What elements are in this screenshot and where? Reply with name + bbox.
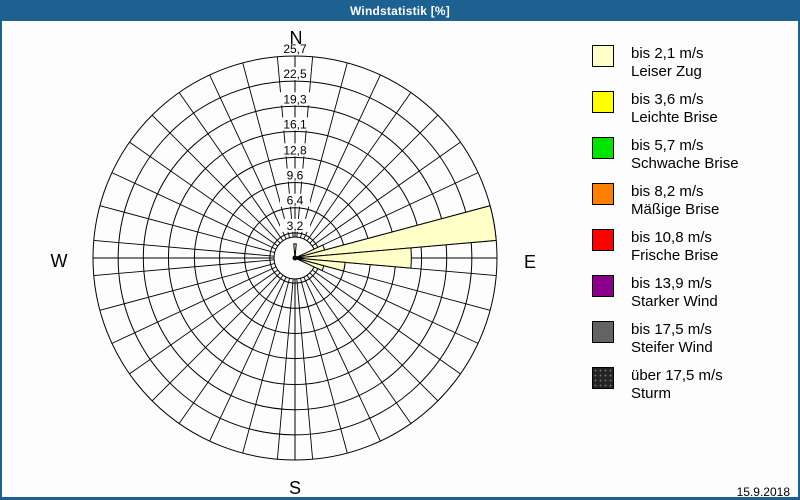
legend-speed-label: bis 5,7 m/s (631, 137, 704, 154)
grid-spoke (151, 272, 281, 402)
scale-label-bg (280, 67, 310, 81)
grid-spoke (306, 274, 412, 424)
legend-speed-label: bis 3,6 m/s (631, 91, 704, 108)
compass-label-west: W (50, 251, 68, 271)
legend-swatch-starker-wind (592, 275, 614, 297)
grid-spoke (242, 62, 290, 238)
legend-swatch-steifer-wind (592, 321, 614, 343)
grid-spoke (209, 276, 287, 442)
legend-item-starker-wind: bis 13,9 m/s Starker Wind (592, 275, 718, 311)
scale-label: 16,1 (283, 117, 307, 131)
legend-name-label: Leichte Brise (631, 109, 718, 126)
grid-spoke (303, 74, 381, 240)
legend-item-frische-brise: bis 10,8 m/s Frische Brise (592, 229, 719, 265)
scale-label: 25,7 (283, 42, 307, 56)
grid-spoke (151, 114, 281, 244)
scale-label-bg (280, 168, 310, 182)
grid-spoke (311, 269, 461, 375)
grid-spoke (99, 205, 275, 253)
legend-item-steifer-wind: bis 17,5 m/s Steifer Wind (592, 321, 713, 357)
grid-spoke (276, 278, 294, 460)
legend-item-sturm: über 17,5 m/s Sturm (592, 367, 723, 403)
compass-label-north: N (289, 28, 303, 48)
grid-spoke (315, 263, 491, 311)
grid-spoke (93, 239, 275, 257)
grid-spoke (111, 172, 277, 250)
grid-spoke (178, 92, 284, 242)
grid-spoke (129, 269, 279, 375)
legend-swatch-sturm (592, 367, 614, 389)
legend-item-leichte-brise: bis 3,6 m/s Leichte Brise (592, 91, 718, 127)
legend-speed-label: bis 10,8 m/s (631, 229, 712, 246)
scale-label: 12,8 (283, 143, 307, 157)
legend-speed-label: bis 2,1 m/s (631, 45, 704, 62)
legend-speed-label: bis 8,2 m/s (631, 183, 704, 200)
legend-swatch-maessige-brise (592, 183, 614, 205)
grid-spoke (300, 62, 348, 238)
legend-speed-label: bis 13,9 m/s (631, 275, 712, 292)
legend-speed-label: bis 17,5 m/s (631, 321, 712, 338)
legend-name-label: Mäßige Brise (631, 201, 720, 218)
wind-petal (294, 257, 325, 272)
grid-spoke (311, 141, 461, 247)
grid-spoke (309, 272, 439, 402)
grid-spoke (296, 278, 314, 460)
legend-name-label: Steifer Wind (631, 339, 713, 356)
legend-name-label: Starker Wind (631, 293, 718, 310)
scale-label: 3,2 (287, 219, 304, 233)
date-stamp: 15.9.2018 (736, 485, 790, 499)
legend-swatch-frische-brise (592, 229, 614, 251)
scale-label-bg (280, 42, 310, 55)
legend-swatch-leiser-zug (592, 45, 614, 67)
scale-label: 9,6 (287, 169, 304, 183)
grid-spoke (300, 278, 348, 454)
grid-spoke (178, 274, 284, 424)
scale-label-bg (280, 193, 310, 207)
grid-spoke (313, 266, 479, 344)
grid-spoke (309, 114, 439, 244)
wind-petal (294, 247, 412, 269)
legend-name-label: Frische Brise (631, 247, 719, 264)
grid-spoke (303, 276, 381, 442)
scale-label-bg (280, 92, 310, 106)
grid-spoke (93, 259, 275, 277)
grid-spoke (99, 263, 275, 311)
wind-petal (294, 205, 497, 259)
wind-petal (293, 243, 297, 259)
compass-label-south: S (288, 478, 302, 498)
chart-area: 3,2 6,4 9,6 12,8 16,1 19,3 22,5 25,7 N E S W bi… (2, 21, 798, 499)
legend-name-label: Schwache Brise (631, 155, 739, 172)
legend-name-label: Leiser Zug (631, 63, 702, 80)
wind-rose-chart: 3,2 6,4 9,6 12,8 16,1 19,3 22,5 25,7 (92, 42, 498, 461)
grid-spoke (209, 74, 287, 240)
grid-spoke (313, 172, 479, 250)
legend-swatch-schwache-brise (592, 137, 614, 159)
scale-label-bg (280, 143, 310, 157)
scale-label: 22,5 (283, 67, 307, 81)
legend-item-leiser-zug: bis 2,1 m/s Leiser Zug (592, 45, 704, 81)
scale-label: 6,4 (287, 194, 304, 208)
legend-item-schwache-brise: bis 5,7 m/s Schwache Brise (592, 137, 739, 173)
grid-spoke (242, 278, 290, 454)
scale-label: 19,3 (283, 92, 307, 106)
legend-item-maessige-brise: bis 8,2 m/s Mäßige Brise (592, 183, 719, 219)
grid-spoke (111, 266, 277, 344)
grid-spoke (129, 141, 279, 247)
legend-name-label: Sturm (631, 385, 672, 402)
legend-speed-label: über 17,5 m/s (631, 367, 723, 384)
center-dot (292, 255, 298, 261)
window-title-bar: Windstatistik [%] (0, 0, 800, 21)
window-title: Windstatistik [%] (350, 3, 450, 18)
scale-label-bg (280, 218, 310, 232)
compass-label-east: E (523, 252, 537, 272)
legend-swatch-leichte-brise (592, 91, 614, 113)
scale-label-bg (280, 117, 310, 131)
grid-spoke (306, 92, 412, 242)
